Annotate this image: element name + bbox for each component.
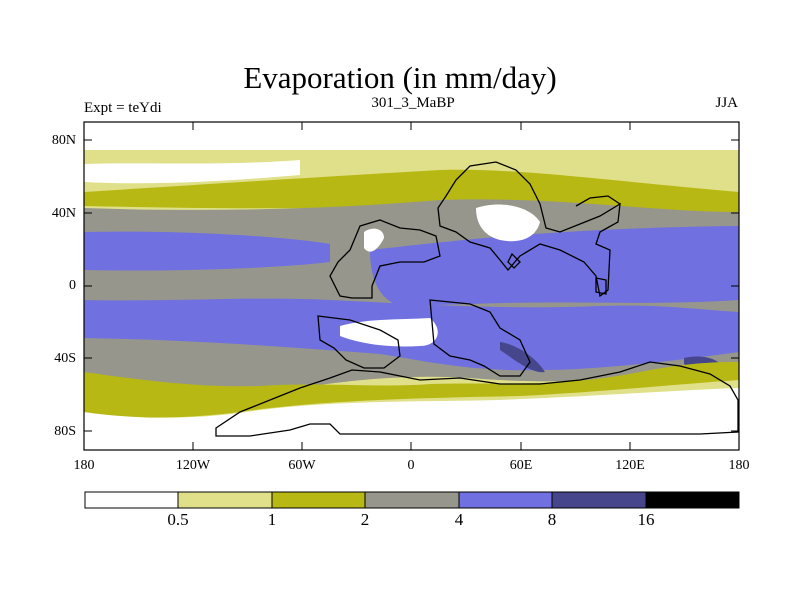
axis-ticks <box>84 122 739 450</box>
lon-label-180e: 180 <box>728 458 750 473</box>
colorbar-label-3: 2 <box>360 510 370 529</box>
lon-label-0: 0 <box>407 458 415 473</box>
western-continent <box>329 219 441 299</box>
south-olive-band <box>84 362 739 418</box>
central-continent <box>429 299 531 377</box>
colorbar-label-5: 8 <box>547 510 557 529</box>
small-island-2 <box>595 277 607 295</box>
colorbar-box-3 <box>271 491 366 509</box>
small-island-1 <box>507 252 521 269</box>
colorbar-box-7 <box>645 491 740 509</box>
lat-label-80s: 80S <box>54 424 76 439</box>
colorbar-box-1 <box>84 491 179 509</box>
colorbar-label-1: 0.5 <box>167 510 189 529</box>
season-label: JJA <box>715 95 738 111</box>
lon-label-180w: 180 <box>73 458 95 473</box>
colorbar-label-2: 1 <box>267 510 277 529</box>
island-arc <box>575 195 621 207</box>
lon-label-60e: 60E <box>509 458 533 473</box>
colorbar-label-6: 16 <box>637 510 655 529</box>
lon-label-120e: 120E <box>615 458 645 473</box>
north-pacific-blue <box>84 231 330 271</box>
southwest-continent <box>317 315 401 369</box>
colorbar <box>84 491 740 509</box>
period-label: 301_3_MaBP <box>371 95 455 111</box>
lat-label-80n: 80N <box>51 133 76 148</box>
colorbar-label-4: 4 <box>454 510 464 529</box>
continent-outlines <box>215 161 739 437</box>
north-pacific-low <box>84 160 300 184</box>
dark-spot-1 <box>500 342 545 373</box>
colorbar-box-2 <box>177 491 273 509</box>
map-title: Evaporation (in mm/day) <box>243 60 557 95</box>
lon-label-120w: 120W <box>175 458 211 473</box>
colorbar-box-6 <box>551 491 647 509</box>
indian-ocean-blue <box>370 226 739 306</box>
lon-label-60w: 60W <box>288 458 316 473</box>
antarctic-continent <box>215 361 739 437</box>
arid-interior-west <box>364 228 384 252</box>
experiment-label: Expt = teYdi <box>84 100 162 116</box>
lat-label-40s: 40S <box>54 351 76 366</box>
colorbar-box-4 <box>364 491 460 509</box>
northern-continent <box>437 161 621 298</box>
colorbar-box-5 <box>458 491 553 509</box>
arid-interior-north <box>476 204 540 242</box>
lat-label-40n: 40N <box>51 206 76 221</box>
evaporation-field <box>84 122 739 450</box>
lat-label-0: 0 <box>69 278 76 293</box>
